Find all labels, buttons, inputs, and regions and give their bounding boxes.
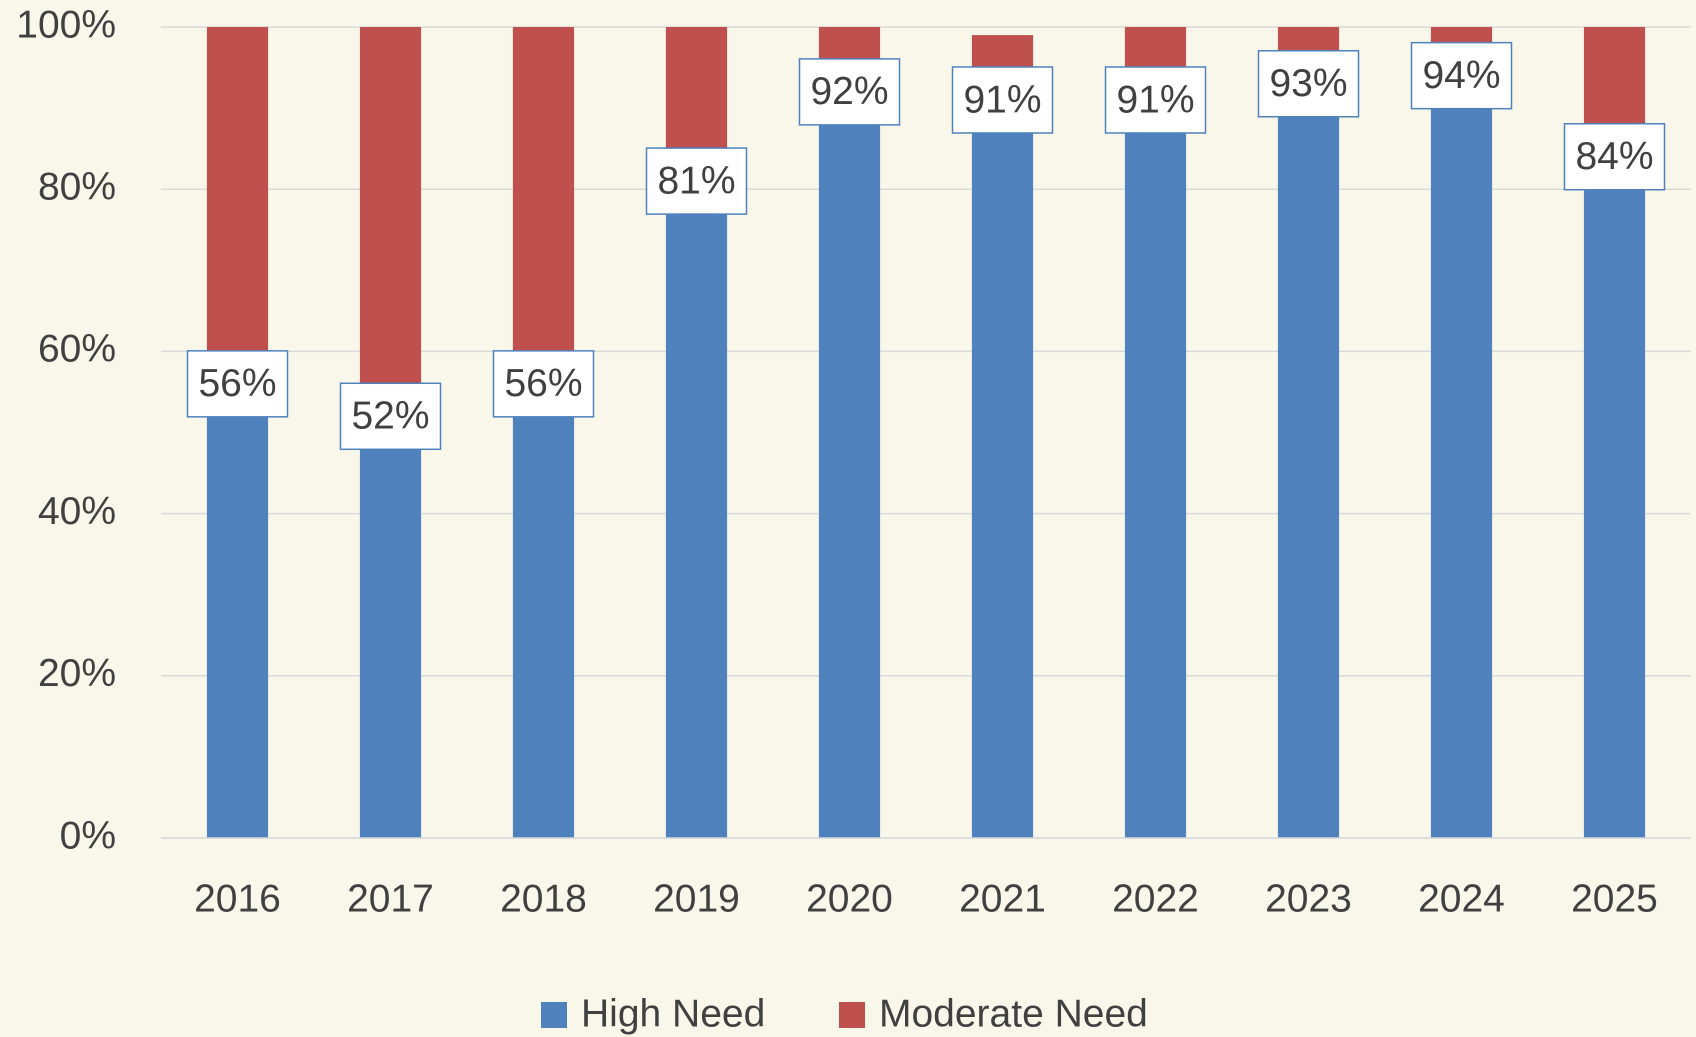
x-tick-label: 2017 bbox=[347, 877, 434, 920]
bar-segment bbox=[512, 27, 575, 384]
label-box bbox=[1104, 66, 1207, 134]
y-tick-label: 60% bbox=[38, 328, 116, 371]
x-tick-label: 2019 bbox=[653, 877, 740, 920]
legend-swatch bbox=[541, 1002, 567, 1028]
bar-segment bbox=[665, 181, 728, 839]
bar-segment bbox=[206, 27, 269, 384]
bar-segment bbox=[818, 91, 881, 838]
data-label: 81% bbox=[657, 159, 735, 202]
bar-segment bbox=[1277, 83, 1340, 838]
bar-segment bbox=[1124, 99, 1187, 839]
x-tick-label: 2018 bbox=[500, 877, 587, 920]
label-box bbox=[951, 66, 1054, 134]
bar-segment bbox=[359, 27, 422, 417]
y-tick-label: 20% bbox=[38, 652, 116, 695]
data-label: 56% bbox=[504, 362, 582, 405]
label-box bbox=[339, 382, 442, 451]
x-tick-label: 2016 bbox=[194, 877, 281, 920]
data-label: 94% bbox=[1422, 54, 1500, 97]
x-tick-label: 2024 bbox=[1418, 877, 1505, 920]
bar-segment bbox=[1583, 156, 1646, 838]
bar-segment bbox=[206, 383, 269, 838]
x-tick-label: 2025 bbox=[1571, 877, 1658, 920]
bar-segment bbox=[971, 99, 1034, 839]
legend-label: Moderate Need bbox=[879, 992, 1148, 1035]
x-tick-label: 2023 bbox=[1265, 877, 1352, 920]
label-box bbox=[492, 350, 595, 418]
y-tick-label: 100% bbox=[16, 3, 116, 46]
label-box bbox=[1257, 50, 1360, 118]
data-label: 56% bbox=[198, 362, 276, 405]
data-label: 84% bbox=[1575, 135, 1653, 178]
label-box bbox=[186, 350, 289, 418]
legend-label: High Need bbox=[581, 992, 765, 1035]
y-tick-label: 0% bbox=[60, 814, 116, 857]
label-box bbox=[645, 147, 748, 215]
legend-swatch bbox=[839, 1002, 865, 1028]
data-label: 92% bbox=[810, 70, 888, 113]
data-label: 93% bbox=[1269, 62, 1347, 105]
y-tick-label: 80% bbox=[38, 165, 116, 208]
y-tick-label: 40% bbox=[38, 490, 116, 533]
bar-segment bbox=[512, 383, 575, 838]
x-tick-label: 2021 bbox=[959, 877, 1046, 920]
x-tick-label: 2020 bbox=[806, 877, 893, 920]
bar-segment bbox=[1430, 75, 1493, 838]
label-box bbox=[1410, 41, 1513, 110]
data-label: 91% bbox=[963, 78, 1041, 121]
bar-segment bbox=[359, 416, 422, 838]
label-box bbox=[1563, 123, 1666, 191]
data-label: 52% bbox=[351, 395, 429, 438]
data-label: 91% bbox=[1116, 78, 1194, 121]
label-box bbox=[798, 58, 901, 126]
x-tick-label: 2022 bbox=[1112, 877, 1199, 920]
